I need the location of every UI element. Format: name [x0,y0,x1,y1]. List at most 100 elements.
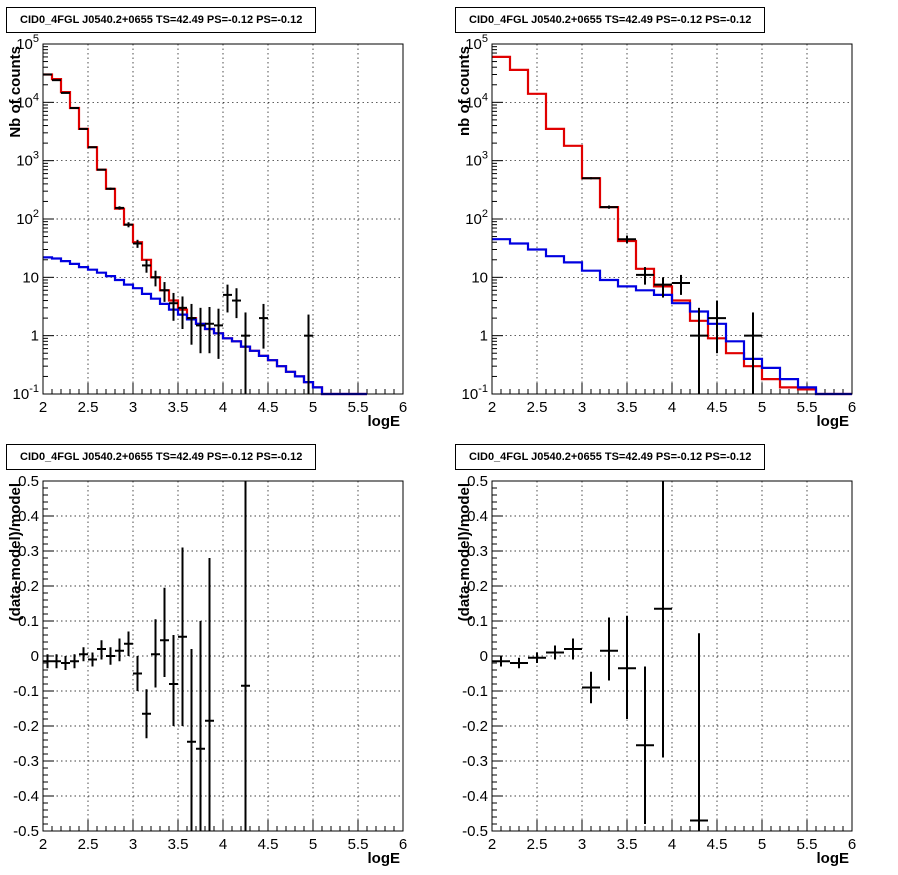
chart-title: CID0_4FGL J0540.2+0655 TS=42.49 PS=-0.12… [455,7,765,33]
x-tick-label: 2 [39,836,47,853]
grid-lines [492,481,852,831]
x-tick-label: 4 [668,836,676,853]
data-point [582,671,600,704]
y-tick-label: -0.4 [13,788,39,805]
data-point [169,635,178,726]
y-tick-label: -0.3 [462,753,488,770]
data-point [196,621,205,831]
x-tick-label: 3 [129,836,137,853]
y-tick-label: 1 [31,328,39,345]
y-tick-label: 0.1 [467,613,488,630]
data-point [259,303,268,349]
data-point [672,274,690,295]
data-point [510,657,528,669]
x-tick-label: 2.5 [78,399,99,416]
plot-frame [491,43,853,395]
data-point [43,654,52,669]
chart-residual-coarse: 2 2.5 3 3.5 4 4.5 5 5.5 6 -0.5 -0.4 -0.3 -0.2 -0.1 0 0.… [456,473,856,867]
y-tick-label: 103 [465,150,488,170]
panel-counts-fine: 2 2.5 3 3.5 4 4.5 5 5.5 6 10-1 1 10 102 103 104 105 logE… [0,0,449,437]
x-tick-label: 4.5 [258,836,279,853]
data-point [142,259,151,273]
x-tick-label: 4 [668,399,676,416]
y-tick-label: 104 [16,91,39,111]
data-point [187,649,196,831]
x-tick-label: 4.5 [707,836,728,853]
data-point [223,284,232,313]
plot-frame [491,480,853,832]
x-tick-label: 5.5 [348,399,369,416]
data-point [151,270,160,287]
x-tick-label: 3.5 [617,836,638,853]
y-tick-label: 102 [16,208,39,228]
y-tick-label: 10 [471,269,488,286]
chart-title: CID0_4FGL J0540.2+0655 TS=42.49 PS=-0.12… [6,7,316,33]
y-tick-label: 10-1 [13,383,39,403]
x-tick-label: 4 [219,399,227,416]
y-tick-label: -0.1 [462,683,488,700]
axis-ticks [42,480,404,832]
data-point [97,640,106,660]
data-point [61,91,70,94]
x-tick-label: 3.5 [168,399,189,416]
x-tick-label: 4.5 [707,399,728,416]
model-background-line [43,256,367,396]
y-axis-title: nb of counts [456,46,473,136]
y-tick-label: -0.5 [462,823,488,840]
data-point [178,547,187,726]
data-point [744,312,762,394]
data-point [70,106,79,109]
x-tick-label: 2 [39,399,47,416]
y-tick-label: -0.2 [462,718,488,735]
y-tick-label: -0.3 [13,753,39,770]
data-point [88,146,97,149]
data-point [690,633,708,831]
data-point [600,205,618,209]
y-tick-label: 105 [465,33,488,53]
model-total-line [43,73,367,396]
data-point [654,481,672,758]
chart-counts-coarse: 2 2.5 3 3.5 4 4.5 5 5.5 6 10-1 1 10 102 103 104 105 logE… [456,33,856,430]
x-tick-label: 5 [309,836,317,853]
data-point [115,638,124,662]
x-tick-label: 4 [219,836,227,853]
y-tick-label: 10 [22,269,39,286]
model-total-line [492,55,852,396]
data-point [70,654,79,669]
x-tick-label: 3 [129,399,137,416]
data-point [528,652,546,663]
y-tick-label: 10-1 [462,383,488,403]
plot-frame [42,480,404,832]
data-point [79,127,88,130]
x-tick-label: 2 [488,399,496,416]
y-axis-title: Nb of counts [7,46,24,138]
data-point [690,307,708,394]
y-tick-label: 0.2 [467,578,488,595]
y-tick-label: 0.1 [18,613,39,630]
data-point [546,645,564,660]
x-tick-label: 6 [399,836,407,853]
x-tick-label: 5 [758,399,766,416]
x-tick-label: 3 [578,399,586,416]
data-point [241,481,250,831]
data-point [133,239,142,248]
x-axis-title: logE [817,413,850,430]
chart-residual-fine: 2 2.5 3 3.5 4 4.5 5 5.5 6 -0.5 -0.4 -0.3 -0.2 -0.1 0 0.… [7,473,407,867]
data-point [205,558,214,831]
x-tick-label: 6 [848,399,856,416]
data-point [133,656,142,691]
grid-lines [43,481,403,831]
x-tick-label: 2.5 [527,399,548,416]
y-tick-label: 0.3 [18,543,39,560]
y-tick-label: 0.3 [467,543,488,560]
data-point [214,308,223,359]
data-point [97,168,106,171]
y-axis-title: (data-model)/model [7,483,24,621]
y-tick-label: 103 [16,150,39,170]
data-point [636,666,654,824]
y-tick-label: -0.2 [13,718,39,735]
plot-frame [42,43,404,395]
y-tick-label: 0 [480,648,488,665]
y-tick-label: 0.2 [18,578,39,595]
data-point [241,312,250,394]
